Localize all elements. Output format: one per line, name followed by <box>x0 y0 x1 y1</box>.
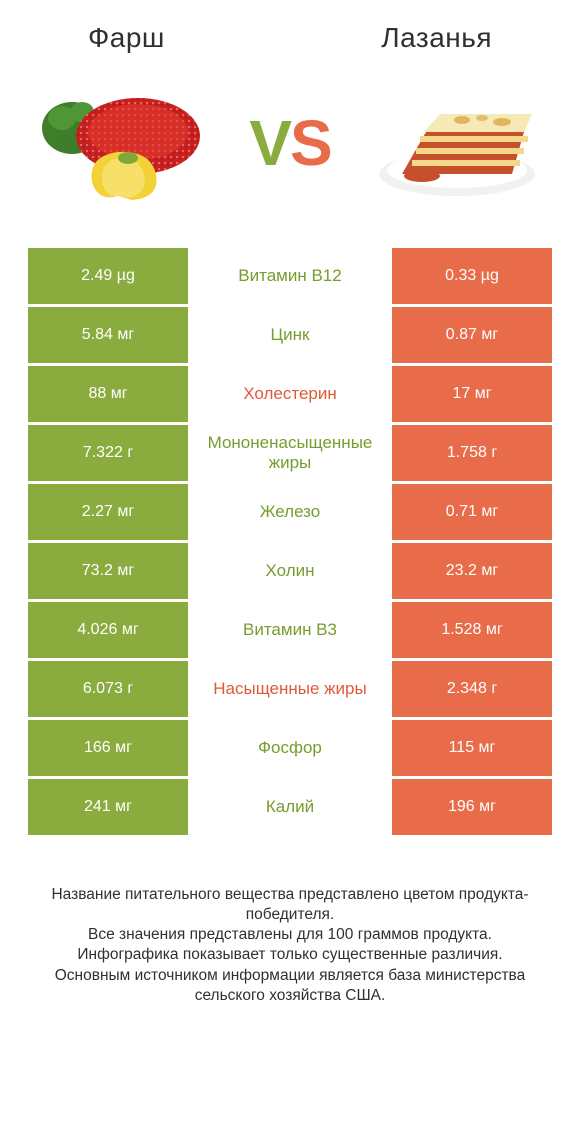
infographic: Фарш Лазанья <box>0 0 580 1026</box>
table-row: 7.322 гМононенасыщенные жиры1.758 г <box>28 425 552 481</box>
cell-nutrient: Холин <box>188 543 392 599</box>
cell-left: 6.073 г <box>28 661 188 717</box>
cell-right: 196 мг <box>392 779 552 835</box>
cell-left: 7.322 г <box>28 425 188 481</box>
cell-nutrient: Витамин B3 <box>188 602 392 658</box>
hero-row: VS <box>28 78 552 248</box>
vs-v: V <box>249 107 290 179</box>
cell-right: 2.348 г <box>392 661 552 717</box>
cell-left: 73.2 мг <box>28 543 188 599</box>
cell-right: 0.87 мг <box>392 307 552 363</box>
cell-left: 2.27 мг <box>28 484 188 540</box>
cell-left: 5.84 мг <box>28 307 188 363</box>
table-row: 2.27 мгЖелезо0.71 мг <box>28 484 552 540</box>
cell-left: 4.026 мг <box>28 602 188 658</box>
table-row: 73.2 мгХолин23.2 мг <box>28 543 552 599</box>
cell-right: 1.528 мг <box>392 602 552 658</box>
cell-nutrient: Мононенасыщенные жиры <box>188 425 392 481</box>
comparison-table: 2.49 µgВитамин B120.33 µg5.84 мгЦинк0.87… <box>28 248 552 835</box>
cell-right: 115 мг <box>392 720 552 776</box>
cell-right: 23.2 мг <box>392 543 552 599</box>
vs-s: S <box>290 107 331 179</box>
cell-left: 88 мг <box>28 366 188 422</box>
food-right-image <box>362 78 542 208</box>
cell-nutrient: Холестерин <box>188 366 392 422</box>
table-row: 4.026 мгВитамин B31.528 мг <box>28 602 552 658</box>
cell-nutrient: Железо <box>188 484 392 540</box>
cell-right: 17 мг <box>392 366 552 422</box>
table-row: 88 мгХолестерин17 мг <box>28 366 552 422</box>
cell-right: 0.33 µg <box>392 248 552 304</box>
cell-nutrient: Насыщенные жиры <box>188 661 392 717</box>
table-row: 5.84 мгЦинк0.87 мг <box>28 307 552 363</box>
cell-right: 0.71 мг <box>392 484 552 540</box>
vs-label: VS <box>249 106 330 180</box>
title-row: Фарш Лазанья <box>28 22 552 78</box>
table-row: 166 мгФосфор115 мг <box>28 720 552 776</box>
title-left: Фарш <box>88 22 165 54</box>
title-right: Лазанья <box>381 22 492 54</box>
footnote: Название питательного вещества представл… <box>28 885 552 1006</box>
cell-right: 1.758 г <box>392 425 552 481</box>
cell-nutrient: Калий <box>188 779 392 835</box>
table-row: 2.49 µgВитамин B120.33 µg <box>28 248 552 304</box>
cell-nutrient: Цинк <box>188 307 392 363</box>
table-row: 241 мгКалий196 мг <box>28 779 552 835</box>
cell-left: 166 мг <box>28 720 188 776</box>
cell-left: 241 мг <box>28 779 188 835</box>
cell-left: 2.49 µg <box>28 248 188 304</box>
table-row: 6.073 гНасыщенные жиры2.348 г <box>28 661 552 717</box>
cell-nutrient: Витамин B12 <box>188 248 392 304</box>
food-left-image <box>38 78 218 208</box>
cell-nutrient: Фосфор <box>188 720 392 776</box>
